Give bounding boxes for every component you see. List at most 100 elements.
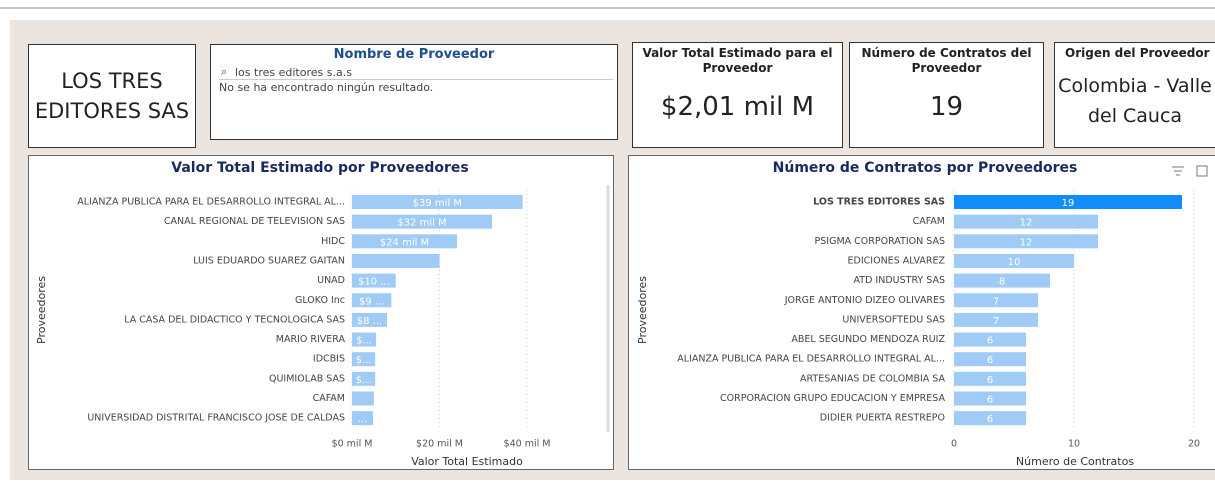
x-tick-label: 20 xyxy=(1188,439,1200,450)
data-label: $9 ... xyxy=(359,296,384,307)
category-label: LUIS EDUARDO SUAREZ GAITAN xyxy=(193,255,345,266)
card-title: Valor Total Estimado para el Proveedor xyxy=(642,46,833,75)
category-label: ALIANZA PUBLICA PARA EL DESARROLLO INTEG… xyxy=(77,197,345,208)
card-value: Colombia - Valle del Cauca xyxy=(1058,75,1212,127)
data-label: 8 xyxy=(999,277,1005,288)
data-label: 19 xyxy=(1062,198,1075,209)
category-label: LOS TRES EDITORES SAS xyxy=(813,197,945,208)
category-label: GLOKO Inc xyxy=(295,295,345,306)
category-label: ARTESANIAS DE COLOMBIA SA xyxy=(800,373,945,384)
kpi-card: Valor Total Estimado para el Proveedor $… xyxy=(632,42,843,148)
bar xyxy=(954,312,1038,327)
data-label: 7 xyxy=(993,296,999,307)
card-value: $2,01 mil M xyxy=(660,92,815,122)
data-label: 12 xyxy=(1020,218,1033,229)
data-label: $... xyxy=(356,336,372,347)
x-tick-label: $0 mil M xyxy=(332,439,373,450)
category-label: ABEL SEGUNDO MENDOZA RUIZ xyxy=(791,334,945,345)
bar xyxy=(352,411,373,426)
category-label: UNAD xyxy=(317,275,345,286)
category-label: ALIANZA PUBLICA PARA EL DESARROLLO INTEG… xyxy=(677,354,945,365)
data-label: 10 xyxy=(1008,257,1021,268)
bar xyxy=(954,371,1026,386)
data-label: 12 xyxy=(1020,237,1033,248)
card-title: Origen del Proveedor xyxy=(1065,46,1210,60)
filter-icon[interactable] xyxy=(1172,166,1184,176)
category-label: CORPORACION GRUPO EDUCACION Y EMPRESA xyxy=(720,393,945,404)
bar xyxy=(352,312,387,327)
category-label: UNIVERSIDAD DISTRITAL FRANCISCO JOSE DE … xyxy=(87,413,345,424)
bar xyxy=(352,273,396,288)
data-label: 6 xyxy=(987,336,993,347)
focus-icon[interactable] xyxy=(1196,165,1208,177)
data-label: 6 xyxy=(987,395,993,406)
x-tick-label: 10 xyxy=(1068,439,1080,450)
bar xyxy=(954,195,1182,209)
data-label: ... xyxy=(358,414,368,425)
y-axis-title: Proveedores xyxy=(35,276,48,344)
bar xyxy=(954,352,1026,367)
category-label: HIDC xyxy=(321,236,345,247)
data-label: 6 xyxy=(987,375,993,386)
chart-title: Valor Total Estimado por Proveedores xyxy=(171,160,468,176)
slicer-title: Nombre de Proveedor xyxy=(333,47,495,62)
search-icon: ⌕ xyxy=(221,65,228,78)
search-text: los tres editores s.a.s xyxy=(235,66,352,79)
card-title: Número de Contratos del Proveedor xyxy=(861,46,1032,75)
bar xyxy=(352,332,377,347)
bar xyxy=(352,352,376,367)
bar xyxy=(954,253,1074,268)
x-tick-label: $40 mil M xyxy=(504,439,551,450)
bar xyxy=(352,234,457,249)
bar xyxy=(954,273,1050,288)
data-label: 7 xyxy=(993,316,999,327)
y-axis-title: Proveedores xyxy=(636,276,649,344)
search-box[interactable]: ⌕ los tres editores s.a.s xyxy=(219,65,613,80)
bar xyxy=(352,214,492,229)
card-value: 19 xyxy=(929,92,964,122)
x-tick-label: 0 xyxy=(951,439,957,450)
bar xyxy=(954,214,1098,229)
bar xyxy=(954,411,1026,426)
chart-title: Número de Contratos por Proveedores xyxy=(773,160,1078,176)
slicer: Nombre de Proveedor ⌕ los tres editores … xyxy=(210,44,618,140)
data-label: $8 ... xyxy=(357,316,382,327)
bar xyxy=(352,253,440,268)
category-label: CANAL REGIONAL DE TELEVISION SAS xyxy=(164,216,345,227)
data-label: $39 mil M xyxy=(413,198,462,209)
data-label: 6 xyxy=(987,355,993,366)
category-label: QUIMIOLAB SAS xyxy=(269,373,345,384)
data-label: $24 mil M xyxy=(380,237,429,248)
data-label: 6 xyxy=(987,414,993,425)
category-label: UNIVERSOFTEDU SAS xyxy=(842,314,945,325)
card-value: LOS TRES EDITORES SAS xyxy=(34,69,190,123)
x-axis-title: Número de Contratos xyxy=(1016,455,1134,468)
category-label: IDCBIS xyxy=(313,354,345,365)
kpi-card: Origen del Proveedor Colombia - Valle de… xyxy=(1054,42,1215,148)
category-label: CAFAM xyxy=(313,393,345,404)
category-label: EDICIONES ALVAREZ xyxy=(848,255,946,266)
bar xyxy=(352,391,374,406)
category-label: ATD INDUSTRY SAS xyxy=(854,275,945,286)
x-tick-label: $20 mil M xyxy=(416,439,463,450)
category-label: DIDIER PUERTA RESTREPO xyxy=(820,413,945,424)
bar xyxy=(954,234,1098,249)
category-label: LA CASA DEL DIDACTICO Y TECNOLOGICA SAS xyxy=(124,314,345,325)
category-label: MARIO RIVERA xyxy=(276,334,346,345)
data-label: $32 mil M xyxy=(397,218,446,229)
category-label: CAFAM xyxy=(913,216,945,227)
category-label: PSIGMA CORPORATION SAS xyxy=(815,236,945,247)
kpi-card: Número de Contratos del Proveedor 19 xyxy=(849,42,1044,148)
name-card: LOS TRES EDITORES SAS xyxy=(28,44,196,148)
bar xyxy=(352,195,523,209)
x-axis-title: Valor Total Estimado xyxy=(411,455,523,468)
data-label: $... xyxy=(356,375,372,386)
data-label: $10 ... xyxy=(358,277,390,288)
category-label: JORGE ANTONIO DIZEO OLIVARES xyxy=(784,295,945,306)
bar xyxy=(352,371,376,386)
data-label: $... xyxy=(356,355,372,366)
bar xyxy=(954,391,1026,406)
bar xyxy=(352,293,392,308)
bar xyxy=(954,332,1026,347)
